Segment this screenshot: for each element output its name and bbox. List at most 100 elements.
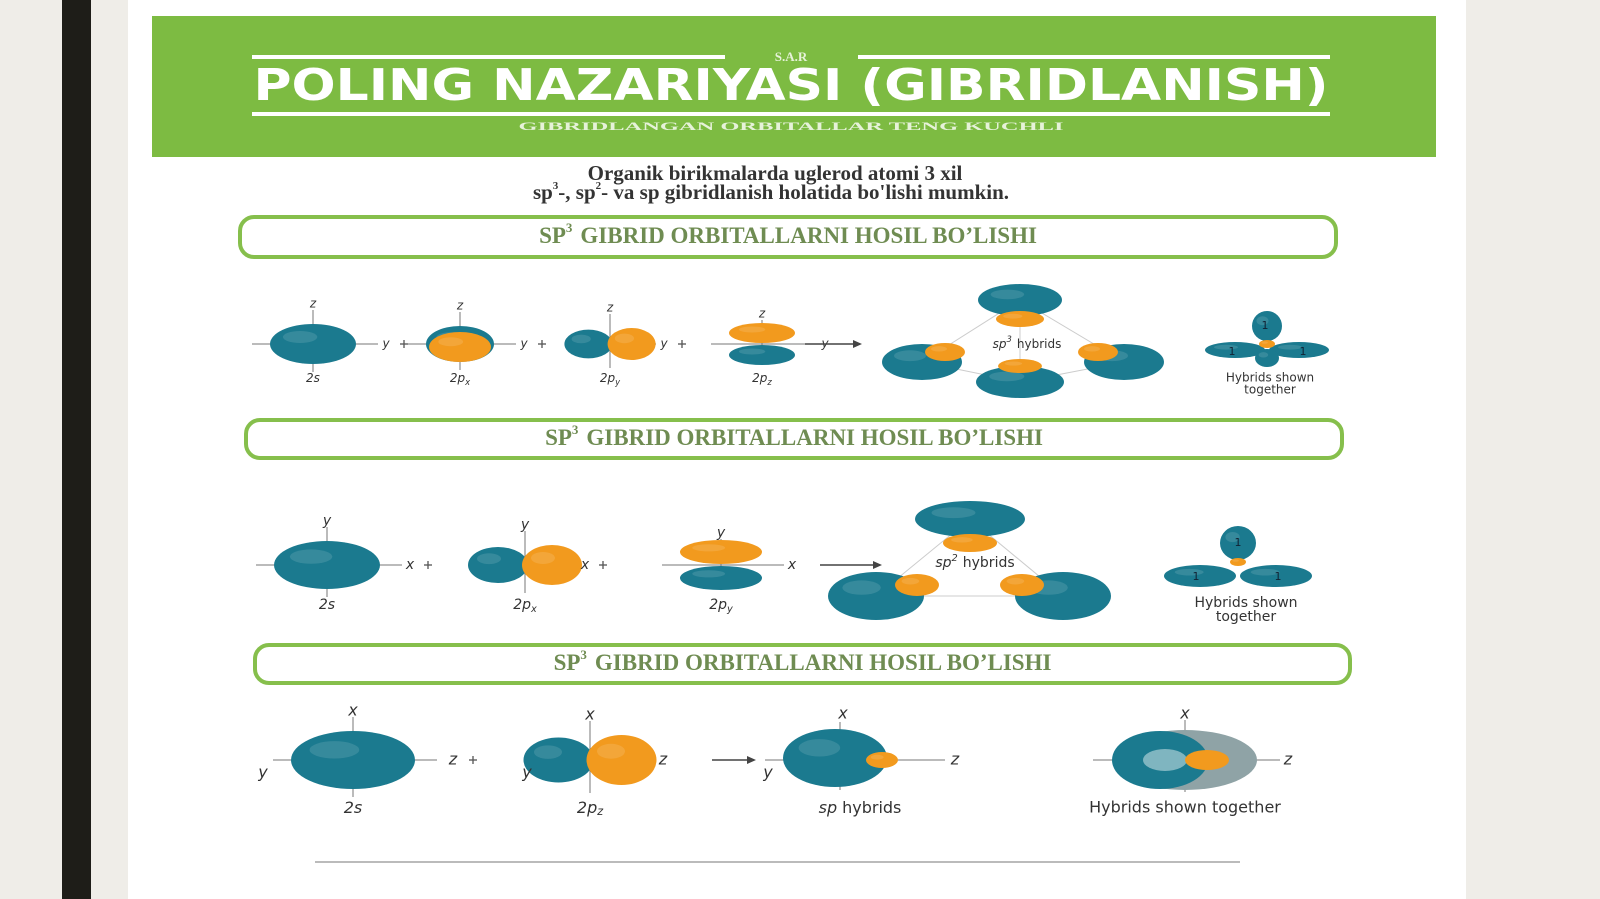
intro-text: sp — [533, 180, 553, 204]
orbital: x z y 2s — [257, 701, 477, 817]
lobe-label: 1 — [1275, 570, 1282, 583]
together-lobe — [1220, 526, 1256, 560]
orbital-label: 2py — [600, 371, 621, 387]
together-lobe-shine — [1278, 344, 1302, 350]
hybrid-lobe — [978, 284, 1062, 316]
hybrid-lobe-shine — [1006, 577, 1025, 585]
together-label: Hybrids shown together — [1089, 798, 1281, 817]
orbital-label-main: 2s — [344, 798, 363, 817]
axis-label: y — [762, 763, 773, 782]
section: SP3 GIBRID ORBITALLARNI HOSIL BO’LISHIzy2… — [238, 215, 1338, 398]
heading-sup: 3 — [566, 220, 573, 235]
header-kicker: S.A.R — [775, 49, 808, 64]
axis-label: z — [658, 750, 668, 769]
orbital-lobe-shine — [614, 333, 635, 344]
hybrid-lobe-shine — [989, 371, 1025, 382]
axis-label: z — [950, 750, 960, 769]
orbital-label-main: 2p — [709, 597, 727, 613]
hybrid-lobe-shine — [1084, 346, 1100, 352]
orbital-lobe-shine — [531, 552, 555, 564]
orbital-label-sub: x — [464, 377, 471, 387]
orbital-lobe — [680, 540, 762, 564]
axis-label: z — [1283, 750, 1293, 769]
orbital: z y 2px — [408, 299, 546, 387]
together-core — [1259, 340, 1275, 348]
hybrid-lobe-shine — [870, 754, 884, 760]
orbital: z y 2py — [564, 301, 686, 387]
hybrids-together: x z Hybrids shown together — [1089, 704, 1293, 817]
orbital-lobe — [468, 547, 528, 583]
axis-label: x — [787, 557, 797, 573]
together-lobe — [1252, 311, 1282, 341]
orbital-label-text: hybrids — [963, 555, 1015, 571]
orbital-lobe-shine — [692, 544, 726, 552]
orbital-label: 2pz — [577, 798, 604, 819]
axis-label: y — [257, 763, 268, 782]
together-core — [1230, 558, 1246, 566]
orbital-s-shine — [289, 549, 333, 564]
together-label: together — [1216, 609, 1277, 625]
hybrid-lobe — [943, 534, 997, 552]
orbital: y x 2s — [256, 513, 432, 613]
orbital-lobe — [586, 735, 657, 785]
together-label: together — [1244, 383, 1296, 397]
section-heading: SP3 GIBRID ORBITALLARNI HOSIL BO’LISHI — [539, 220, 1037, 248]
arrow-head — [873, 561, 882, 569]
axis-label: z — [758, 307, 766, 321]
axis-label: y — [521, 763, 532, 782]
heading-prefix: SP — [539, 223, 566, 248]
orbital-lobe — [522, 545, 582, 585]
hybrid-lobe-shine — [931, 346, 947, 352]
orbital-lobe — [429, 332, 491, 362]
arrow-head — [853, 340, 862, 348]
intro-text: -, sp — [558, 180, 595, 204]
axis-label: y — [322, 513, 332, 529]
side-bar — [62, 0, 91, 899]
hybrid-lobe — [1000, 574, 1044, 596]
heading-sup: 3 — [580, 647, 587, 662]
hybrid-orbitals: sp2 hybrids — [828, 501, 1111, 620]
section-heading-frame — [253, 643, 1352, 685]
section-heading: SP3 GIBRID ORBITALLARNI HOSIL BO’LISHI — [554, 647, 1052, 675]
together-lobe-shine — [1256, 316, 1269, 326]
heading-text: GIBRID ORBITALLARNI HOSIL BO’LISHI — [586, 425, 1043, 450]
orbital-label-sup: 2 — [952, 553, 958, 564]
orbital-label-sub: z — [766, 377, 772, 387]
hybrid-lobe — [996, 311, 1044, 327]
axis-label: z — [606, 301, 614, 315]
together-lobe-shine — [1250, 568, 1280, 576]
orbital-label-main: 2p — [450, 371, 466, 385]
axis-label: z — [448, 750, 458, 769]
together-lobe-shine — [1174, 568, 1204, 576]
orbital-s — [291, 731, 415, 789]
header-title: POLING NAZARIYASI (GIBRIDLANISH) — [254, 60, 1329, 111]
lobe-label: 1 — [1193, 570, 1200, 583]
orbital-label-sup: 3 — [1007, 334, 1012, 344]
orbital-lobe — [680, 566, 762, 590]
hybrid-lobe-shine — [798, 739, 841, 757]
hybrid-lobe — [925, 343, 965, 361]
axis-label: x — [837, 704, 848, 723]
hybrid-orbitals: sp3 hybrids — [882, 284, 1164, 398]
intro-superscript: 2 — [596, 180, 602, 192]
axis-label: x — [1179, 704, 1190, 723]
hybrid-lobe — [976, 366, 1064, 398]
hybrid-lobe — [915, 501, 1025, 537]
hybrid-lobe — [1078, 343, 1118, 361]
orbital-s-shine — [309, 741, 360, 759]
intro-line: sp3-, sp2- va sp gibridlanish holatida b… — [533, 180, 1009, 204]
orbital-label: 2pz — [752, 371, 772, 387]
orbital-label-sub: x — [530, 604, 537, 615]
heading-prefix: SP — [554, 650, 581, 675]
diagrams: SP3 GIBRID ORBITALLARNI HOSIL BO’LISHIzy2… — [238, 215, 1352, 819]
intro-text: - va sp gibridlanish holatida bo'lishi m… — [601, 180, 1009, 204]
hybrid-lobe-shine — [894, 350, 926, 362]
hybrid-lobe — [783, 729, 887, 787]
orbital-label-main: 2p — [752, 371, 768, 385]
axis-label: y — [659, 337, 668, 351]
axis-label: y — [716, 525, 726, 541]
orbital-label-main: sp — [993, 337, 1007, 351]
